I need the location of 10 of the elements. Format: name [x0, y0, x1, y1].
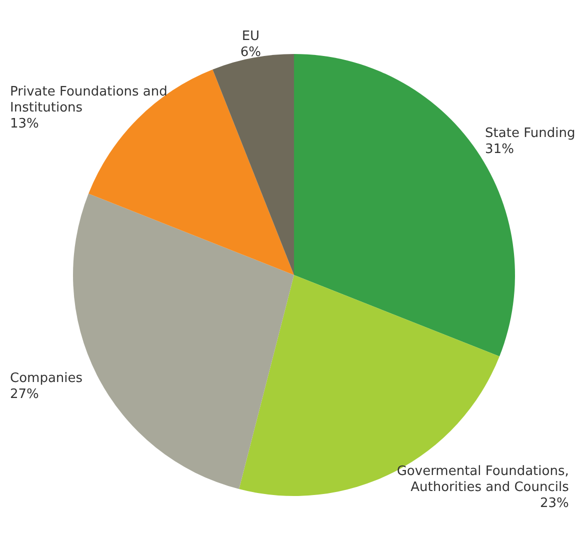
- data-label: 31%: [485, 142, 514, 158]
- slice-label: EU: [242, 29, 260, 44]
- slice-label: Govermental Foundations, Authorities and Councils: [396, 464, 570, 495]
- slice-label: Companies: [10, 370, 83, 386]
- slice-label: State Funding: [485, 126, 576, 142]
- data-label: 27%: [10, 386, 39, 402]
- data-label: 6%: [240, 45, 262, 60]
- data-label: 23%: [540, 496, 569, 511]
- slice-label: Private Foundations and Institutions: [10, 84, 168, 116]
- data-label: 13%: [10, 116, 39, 132]
